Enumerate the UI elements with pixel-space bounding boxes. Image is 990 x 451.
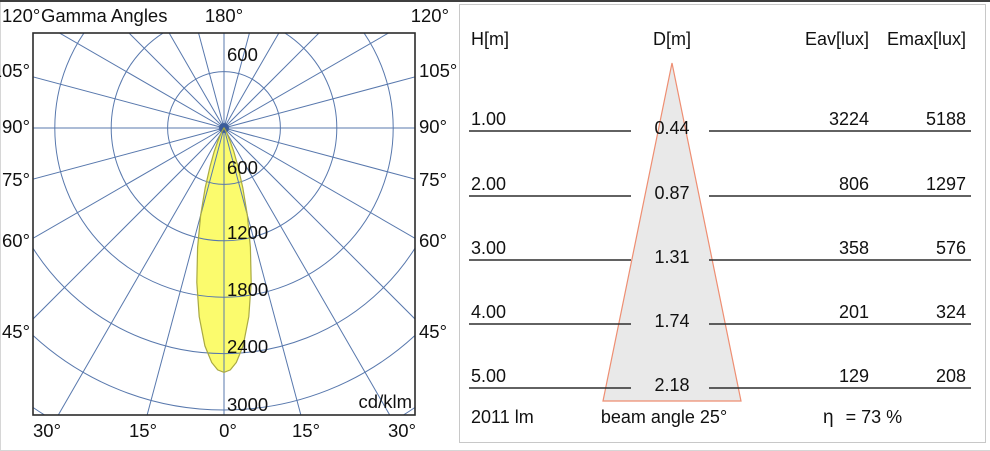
efficiency-value: = 73 %: [845, 407, 903, 427]
radial-tick-label: 1200: [227, 222, 268, 243]
emax-value: 576: [935, 238, 966, 258]
height-value: 5.00: [471, 366, 507, 386]
radial-tick-labels: 600 600 1200 1800 2400 3000: [227, 44, 268, 415]
polar-chart-border: [32, 32, 416, 416]
height-value: 4.00: [471, 302, 507, 322]
eav-value: 806: [838, 174, 869, 194]
radial-tick-label: 1800: [227, 279, 268, 300]
beam-angle-label: beam angle 25°: [600, 407, 728, 427]
gamma-tick-label-bottom: 15°: [129, 420, 157, 441]
illuminance-cone-chart: [469, 62, 971, 402]
radial-tick-label: 600: [227, 44, 258, 65]
gamma-tick-label-right: 60°: [419, 230, 447, 251]
grid-ray: [223, 127, 415, 239]
diameter-value: 1.74: [654, 311, 690, 331]
eav-value: 129: [838, 366, 869, 386]
grid-ray: [198, 33, 225, 129]
grid-ray: [223, 33, 320, 129]
grid-ray: [223, 76, 415, 129]
grid-ray: [33, 127, 225, 239]
diameter-value: 0.44: [654, 118, 690, 138]
height-value: 2.00: [471, 174, 507, 194]
gamma-tick-label-left: 75°: [2, 169, 30, 190]
gamma-label-120-top-right: 120°: [411, 5, 449, 26]
gamma-label-120-top-left: 120°: [2, 5, 40, 26]
emax-value: 324: [935, 302, 966, 322]
gamma-side-tick-labels: 105° 105° 90° 90° 75° 75° 60° 60° 45° 45°: [0, 60, 457, 342]
polar-grid: [33, 33, 415, 415]
gamma-tick-label-bottom: 15°: [292, 420, 320, 441]
grid-ray: [146, 127, 225, 415]
grid-ray: [223, 127, 391, 415]
eta-symbol: η: [823, 407, 834, 428]
grid-ray: [128, 33, 225, 129]
gamma-tick-label-left: 90°: [2, 116, 30, 137]
column-header-emax: Emax[lux]: [886, 29, 966, 49]
height-value: 1.00: [471, 109, 507, 129]
top-border-line: [0, 0, 990, 2]
luminous-flux-value: 2011 lm: [471, 407, 534, 427]
grid-ray: [223, 33, 280, 129]
grid-ray: [223, 33, 390, 129]
gamma-tick-label-right: 75°: [419, 169, 447, 190]
column-header-diameter: D[m]: [653, 29, 691, 49]
intensity-unit-label: cd/klm: [359, 391, 412, 412]
gamma-bottom-tick-labels: 30° 15° 0° 15° 30°: [33, 420, 416, 441]
diameter-value: 2.18: [654, 375, 690, 395]
gamma-tick-label-right: 45°: [419, 321, 447, 342]
height-value: 3.00: [471, 238, 507, 258]
polar-diagram-panel: 120° Gamma Angles 180° 120° cd/klm 105°1…: [0, 0, 458, 450]
light-cone: [602, 62, 742, 402]
emax-value: 5188: [925, 109, 966, 129]
polar-top-labels: 120° Gamma Angles 180° 120°: [2, 5, 449, 26]
eav-value: 201: [838, 302, 869, 322]
gamma-tick-label-left: 105°: [0, 60, 30, 81]
gamma-tick-label-right: 90°: [419, 116, 447, 137]
illuminance-cone-panel: H[m] D[m] Eav[lux] Emax[lux] 1.00 0.44 322…: [459, 4, 986, 443]
left-border-line: [0, 2, 1, 450]
gamma-tick-label-bottom: 0°: [219, 420, 237, 441]
grid-ray: [223, 127, 415, 180]
eav-value: 358: [838, 238, 869, 258]
grid-ray: [33, 127, 225, 180]
grid-ray: [33, 127, 225, 320]
grid-ray: [168, 33, 225, 129]
beam-lobe-contour: [196, 126, 252, 374]
grid-ray: [58, 33, 225, 129]
diameter-value: 0.87: [654, 183, 690, 203]
diameter-value: 1.31: [654, 247, 690, 267]
radial-tick-label: 600: [227, 157, 258, 178]
column-header-eav: Eav[lux]: [804, 29, 869, 49]
eav-value: 3224: [828, 109, 869, 129]
grid-ray: [223, 127, 302, 415]
chart-title: Gamma Angles: [41, 5, 167, 26]
gamma-label-180-top: 180°: [205, 5, 243, 26]
grid-ray: [223, 33, 250, 129]
column-header-height: H[m]: [471, 29, 509, 49]
grid-ray: [57, 127, 225, 415]
grid-ray: [223, 127, 415, 320]
grid-ray: [33, 76, 225, 129]
gamma-tick-label-left: 60°: [2, 230, 30, 251]
emax-value: 1297: [925, 174, 966, 194]
gamma-tick-label-left: 45°: [2, 321, 30, 342]
emax-value: 208: [935, 366, 966, 386]
gamma-tick-label-bottom: 30°: [388, 420, 416, 441]
radial-tick-label: 2400: [227, 336, 268, 357]
polar-intensity-chart: 120° Gamma Angles 180° 120° cd/klm 105°1…: [0, 5, 457, 441]
gamma-tick-label-right: 105°: [419, 60, 457, 81]
efficiency-readout: η = 73 %: [823, 407, 903, 429]
gamma-tick-label-bottom: 30°: [33, 420, 61, 441]
radial-tick-label: 3000: [227, 394, 268, 415]
beam-lobe-outline: [196, 126, 252, 374]
